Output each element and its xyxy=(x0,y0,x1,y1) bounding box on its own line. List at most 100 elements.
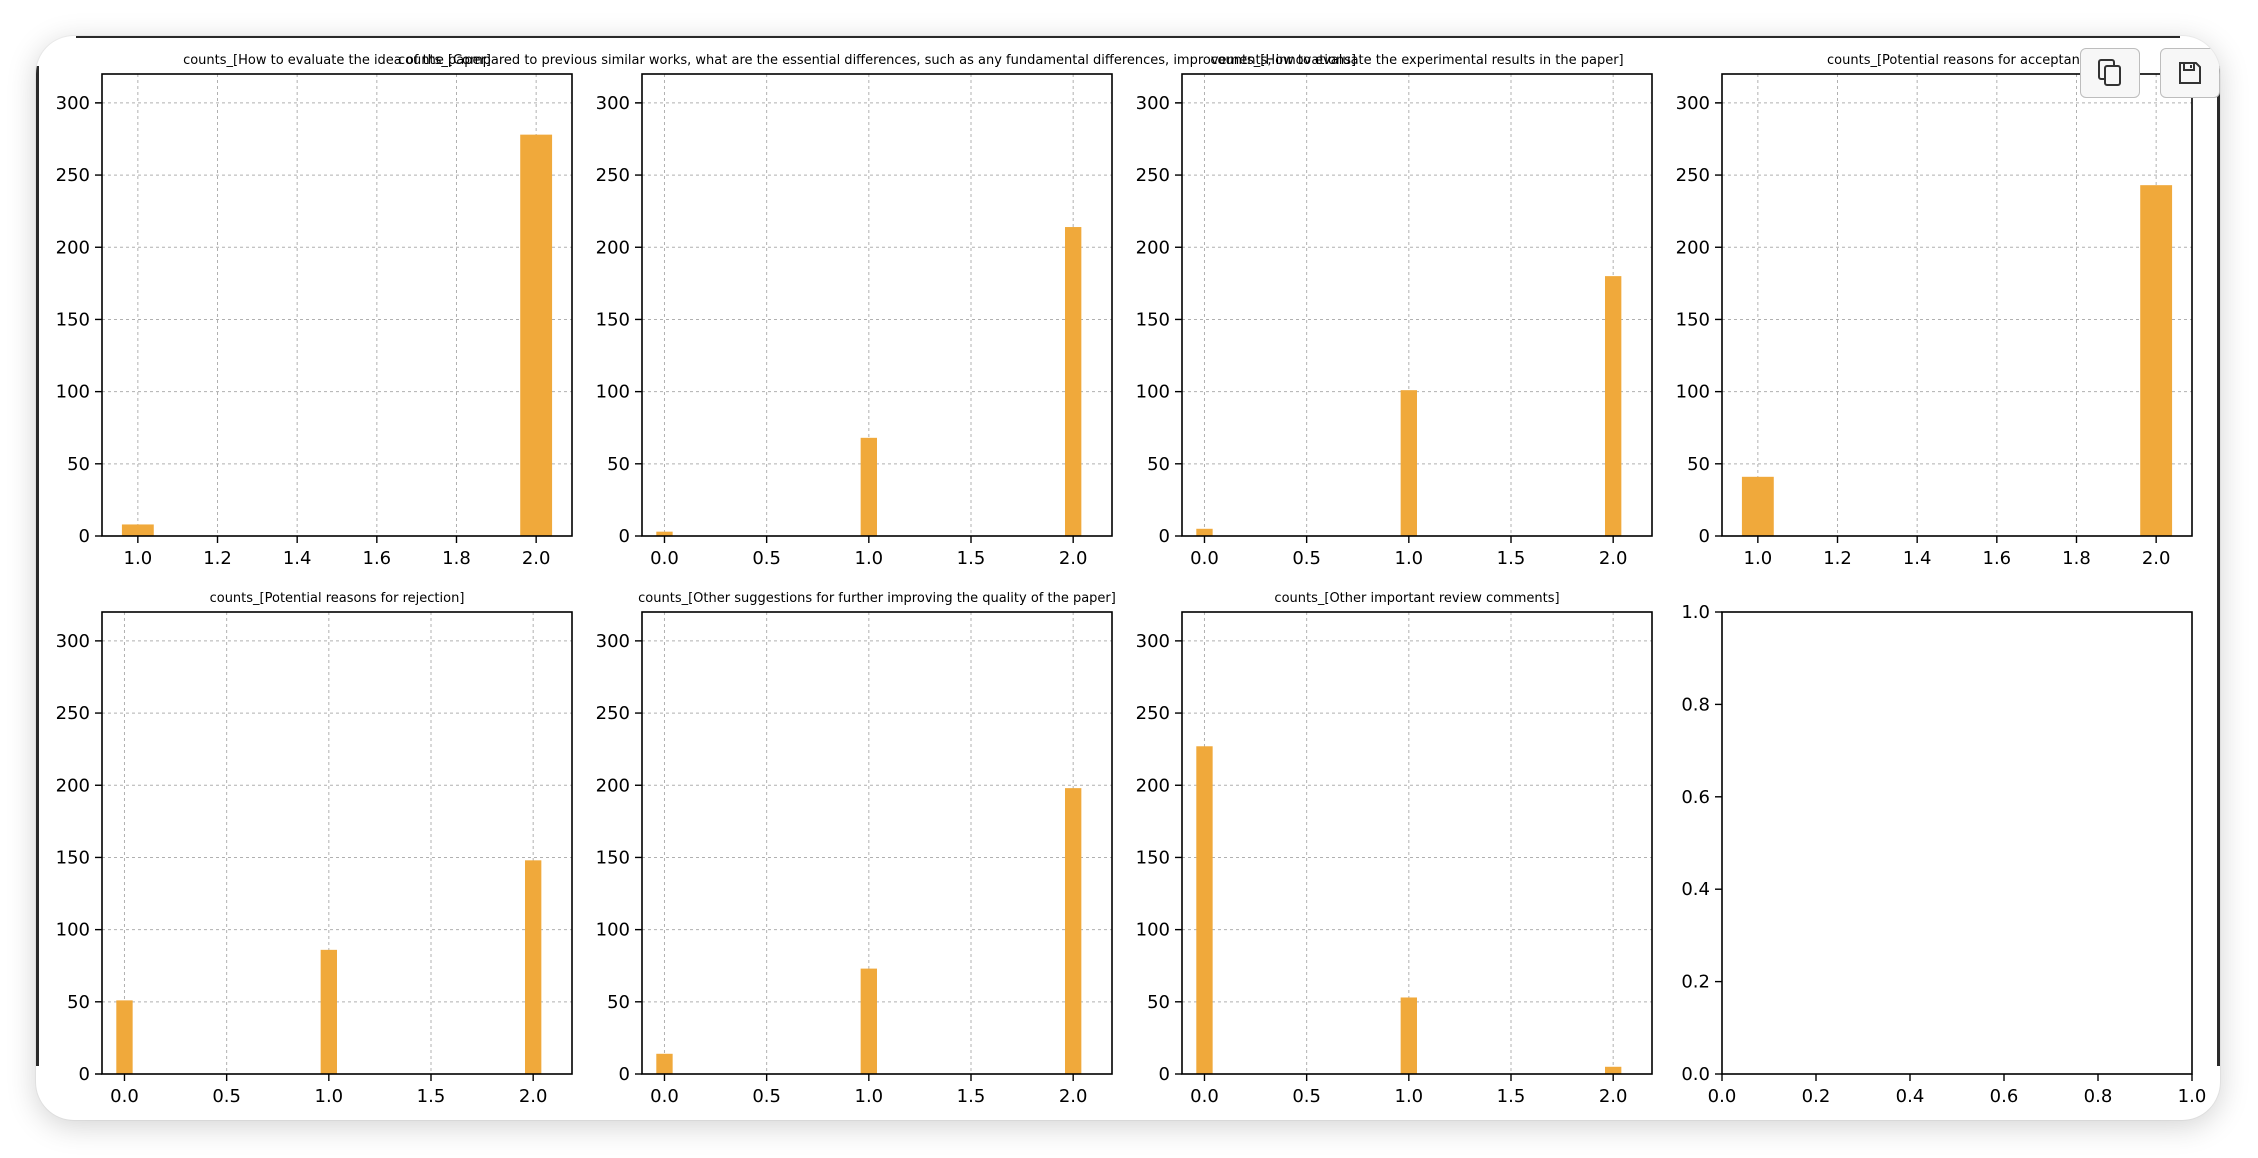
y-tick-label: 50 xyxy=(607,454,630,475)
y-tick-label: 150 xyxy=(596,847,630,868)
bar xyxy=(1196,746,1213,1074)
x-tick-label: 0.4 xyxy=(1896,1086,1925,1107)
bar xyxy=(525,860,542,1074)
x-tick-label: 0.0 xyxy=(650,548,679,569)
window-left-edge xyxy=(36,66,39,1066)
bar xyxy=(1400,390,1417,536)
y-tick-label: 300 xyxy=(596,631,630,652)
x-tick-label: 1.4 xyxy=(283,548,312,569)
x-tick-label: 1.5 xyxy=(957,548,986,569)
y-tick-label: 250 xyxy=(56,703,90,724)
axes-frame xyxy=(101,73,573,537)
y-tick-label: 0 xyxy=(1699,526,1710,547)
y-tick-label: 150 xyxy=(56,847,90,868)
x-tick-label: 0.2 xyxy=(1802,1086,1831,1107)
x-tick-label: 2.0 xyxy=(1059,1086,1088,1107)
x-tick-label: 0.8 xyxy=(2084,1086,2113,1107)
save-button[interactable] xyxy=(2160,48,2220,98)
bar xyxy=(1741,476,1774,536)
x-tick-label: 2.0 xyxy=(2142,548,2171,569)
bar xyxy=(1605,276,1622,536)
chart-figure: 1.0 1.2 1.4 1.6 1.8 2.0 0 50 100 150 200 250 300 coun… xyxy=(56,53,2207,1107)
y-tick-label: 0.6 xyxy=(1681,787,1710,808)
bar xyxy=(121,524,154,536)
x-tick-label: 0.5 xyxy=(212,1086,241,1107)
subplot-2: 0.0 0.5 1.0 1.5 2.0 0 50 100 150 200 250 300 counts_… xyxy=(398,53,1356,569)
subplot-3: 0.0 0.5 1.0 1.5 2.0 0 50 100 150 200 250 300 counts_… xyxy=(1136,53,1653,569)
y-tick-label: 0.4 xyxy=(1681,879,1710,900)
subplot-title: counts_[Other important review comments] xyxy=(1274,591,1559,606)
x-tick-label: 1.0 xyxy=(124,548,153,569)
y-tick-label: 50 xyxy=(1687,454,1710,475)
y-tick-label: 0 xyxy=(1159,1064,1170,1085)
y-tick-label: 200 xyxy=(56,237,90,258)
subplot-8: 0.0 0.2 0.4 0.6 0.8 1.0 0.0 0.2 0.4 0.6 0.8 1.0 xyxy=(1681,602,2206,1107)
y-tick-label: 0 xyxy=(619,1064,630,1085)
x-tick-label: 2.0 xyxy=(522,548,551,569)
bar xyxy=(1065,227,1082,536)
y-tick-label: 200 xyxy=(596,775,630,796)
x-tick-label: 1.5 xyxy=(1497,548,1526,569)
y-tick-label: 200 xyxy=(1676,237,1710,258)
axes-frame xyxy=(1181,611,1653,1075)
y-tick-label: 250 xyxy=(596,703,630,724)
x-tick-label: 1.4 xyxy=(1903,548,1932,569)
x-tick-label: 1.8 xyxy=(442,548,471,569)
y-tick-label: 0 xyxy=(1159,526,1170,547)
y-tick-label: 250 xyxy=(596,165,630,186)
subplot-7: 0.0 0.5 1.0 1.5 2.0 0 50 100 150 200 250 300 counts_… xyxy=(1136,591,1653,1107)
y-tick-label: 0 xyxy=(619,526,630,547)
y-tick-label: 300 xyxy=(56,631,90,652)
subplot-4: 1.0 1.2 1.4 1.6 1.8 2.0 0 50 100 150 200 250 300 coun… xyxy=(1676,53,2193,569)
y-tick-label: 200 xyxy=(56,775,90,796)
y-tick-label: 150 xyxy=(596,309,630,330)
bar xyxy=(1605,1066,1622,1074)
x-tick-label: 0.5 xyxy=(752,1086,781,1107)
axes-frame xyxy=(641,73,1113,537)
window-right-edge xyxy=(2217,66,2220,1066)
y-tick-label: 50 xyxy=(67,454,90,475)
subplot-title: counts_[How to evaluate the experimental… xyxy=(1210,53,1623,68)
y-tick-label: 300 xyxy=(1136,631,1170,652)
x-tick-label: 0.5 xyxy=(1292,1086,1321,1107)
y-tick-label: 300 xyxy=(1676,93,1710,114)
y-tick-label: 100 xyxy=(596,920,630,941)
y-tick-label: 200 xyxy=(1136,237,1170,258)
subplot-5: 0.0 0.5 1.0 1.5 2.0 0 50 100 150 200 250 300 counts_… xyxy=(56,591,573,1107)
y-tick-label: 50 xyxy=(67,992,90,1013)
x-tick-label: 2.0 xyxy=(1059,548,1088,569)
subplot-title: counts_[Potential reasons for acceptanc xyxy=(1827,53,2087,68)
y-tick-label: 0 xyxy=(79,526,90,547)
y-tick-label: 100 xyxy=(1136,920,1170,941)
bar xyxy=(1065,788,1082,1074)
bar xyxy=(116,1000,133,1074)
bar xyxy=(860,968,877,1074)
y-tick-label: 250 xyxy=(1676,165,1710,186)
x-tick-label: 2.0 xyxy=(519,1086,548,1107)
y-tick-label: 150 xyxy=(1676,309,1710,330)
bar xyxy=(1196,528,1213,536)
y-tick-label: 50 xyxy=(1147,992,1170,1013)
axes-frame xyxy=(1721,73,2193,537)
y-tick-label: 1.0 xyxy=(1681,602,1710,623)
axes-frame xyxy=(641,611,1113,1075)
y-tick-label: 50 xyxy=(1147,454,1170,475)
x-tick-label: 1.0 xyxy=(855,548,884,569)
x-tick-label: 0.0 xyxy=(110,1086,139,1107)
x-tick-label: 1.0 xyxy=(855,1086,884,1107)
axes-frame xyxy=(1181,73,1653,537)
subplot-6: 0.0 0.5 1.0 1.5 2.0 0 50 100 150 200 250 300 counts_… xyxy=(596,591,1116,1107)
y-tick-label: 100 xyxy=(1676,382,1710,403)
y-tick-label: 100 xyxy=(596,382,630,403)
y-tick-label: 300 xyxy=(56,93,90,114)
bar xyxy=(656,531,673,536)
y-tick-label: 300 xyxy=(596,93,630,114)
bar xyxy=(656,1053,673,1074)
y-tick-label: 150 xyxy=(1136,847,1170,868)
subplot-title: counts_[Potential reasons for rejection] xyxy=(210,591,465,606)
copy-button[interactable] xyxy=(2080,48,2140,98)
y-tick-label: 100 xyxy=(56,382,90,403)
x-tick-label: 1.6 xyxy=(363,548,392,569)
y-tick-label: 0.2 xyxy=(1681,972,1710,993)
x-tick-label: 1.0 xyxy=(315,1086,344,1107)
